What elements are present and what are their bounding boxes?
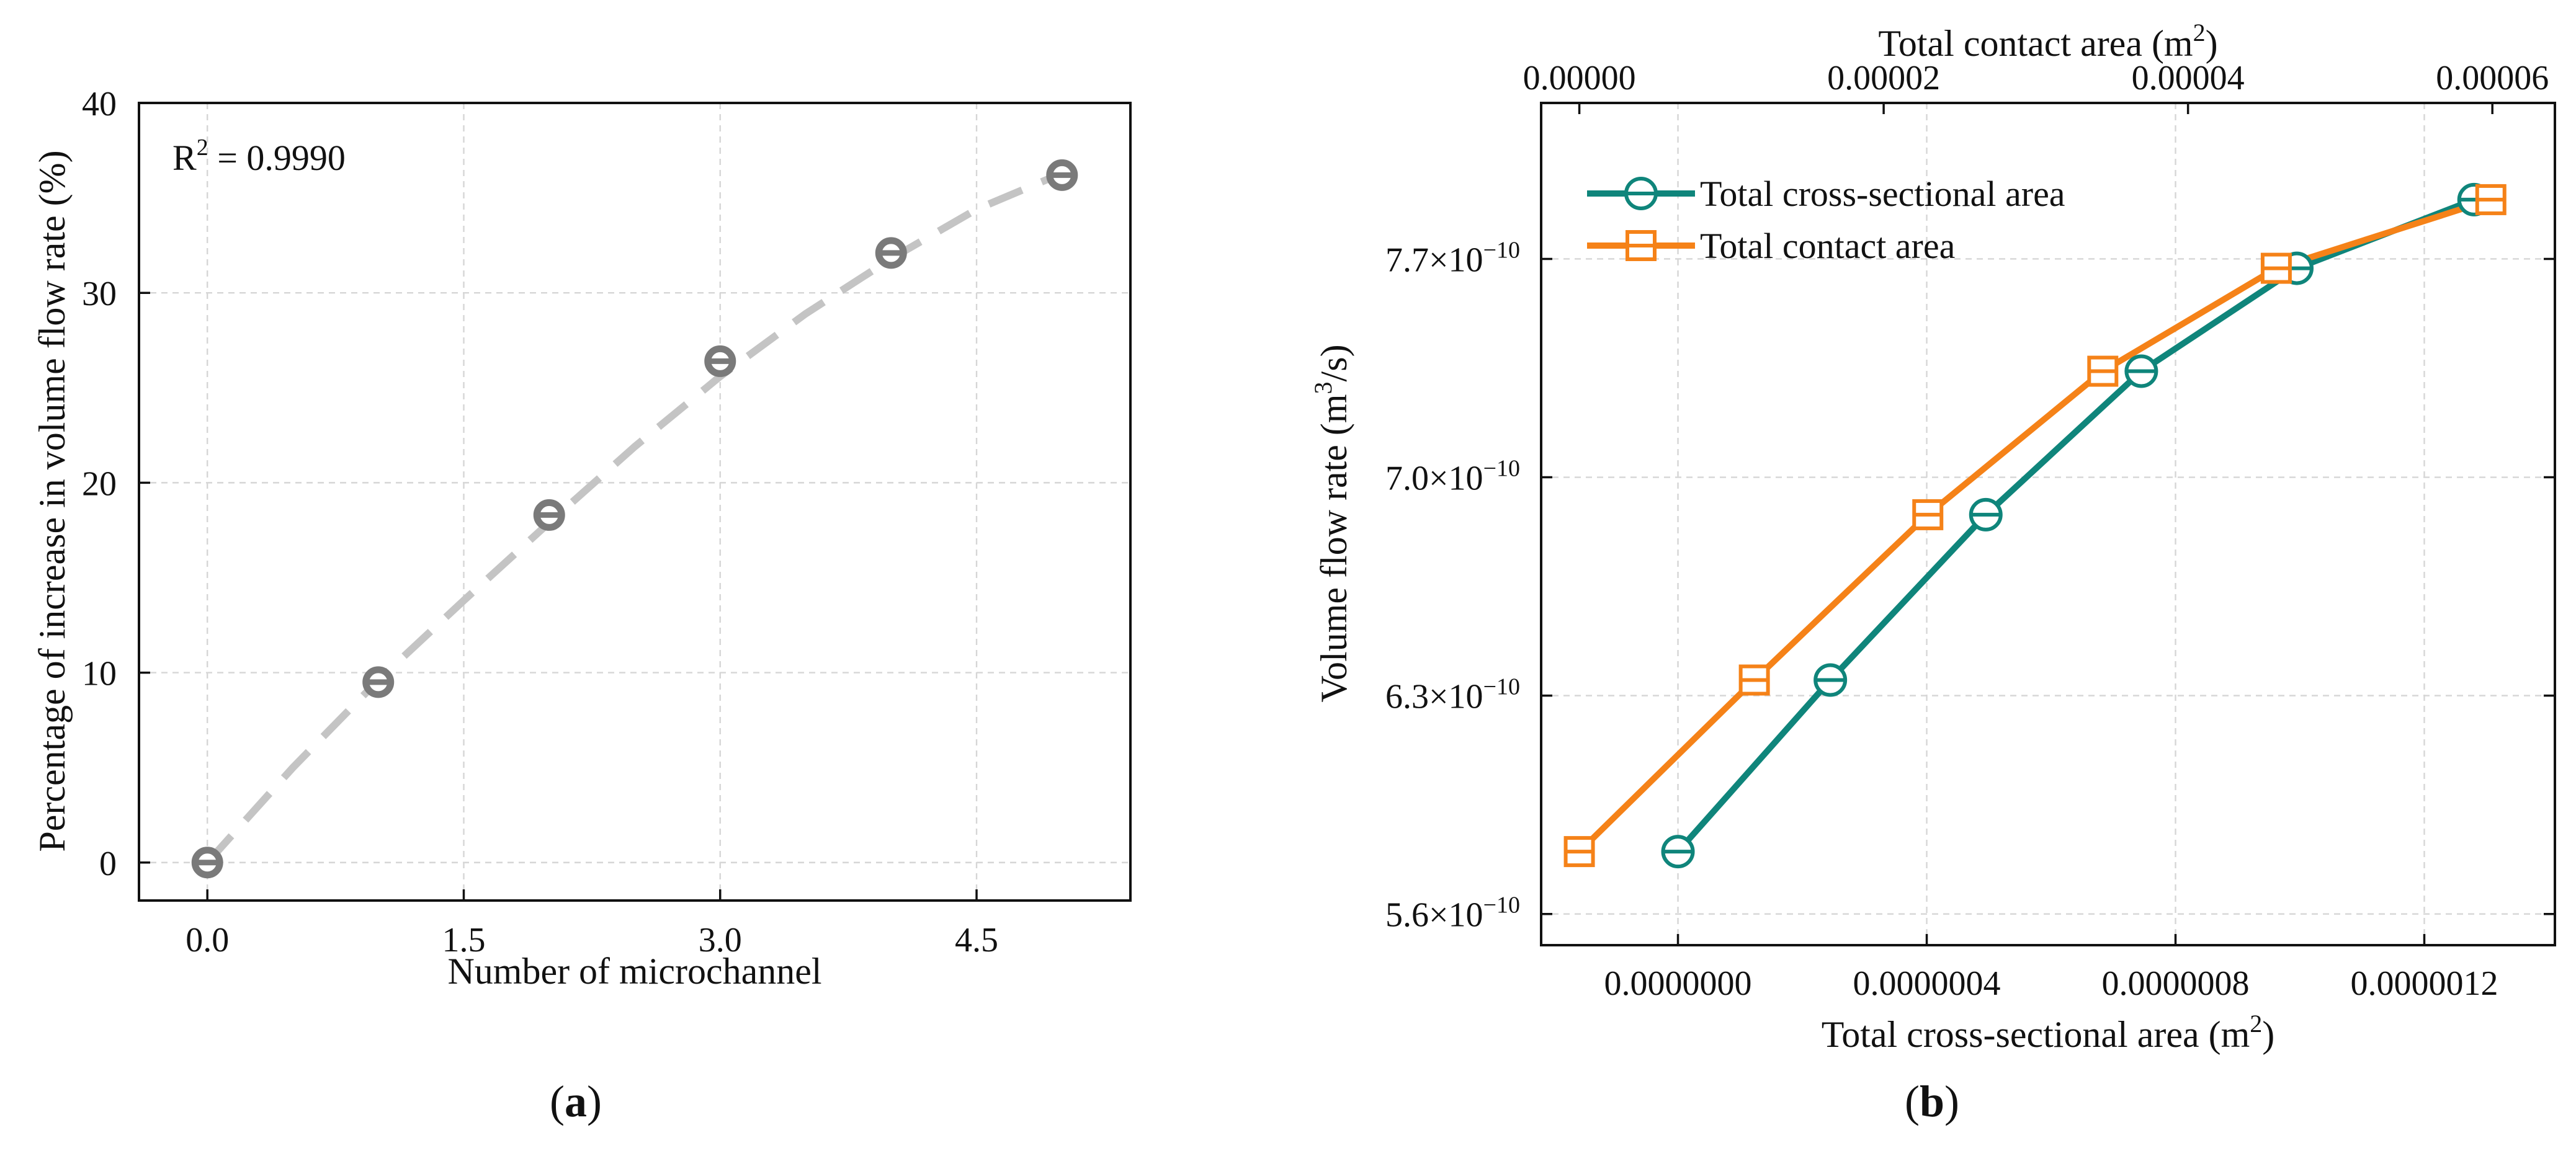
panel-b-bottom-x-tick-label: 0.0000000 xyxy=(1604,964,1752,1003)
panel-b-y-tick-mantissa: 6.3×10 xyxy=(1385,678,1483,716)
panel-b-y-tick-label: 7.0×10−10 xyxy=(1385,456,1520,498)
panel-a-y-tick-label: 0 xyxy=(99,845,117,883)
legend-entry-contact-area: Total contact area xyxy=(1587,226,1955,266)
panel-b-y-tick-labels: 5.6×10−106.3×10−107.0×10−107.7×10−10 xyxy=(1385,237,1520,934)
panel-a-y-tick-label: 20 xyxy=(82,465,117,503)
panel-a-y-tick-labels: 0 10 20 30 40 xyxy=(82,85,117,883)
panel-b-bottom-x-tick-label: 0.0000008 xyxy=(2102,964,2250,1003)
panel-b-plot-frame xyxy=(1540,102,2556,946)
panel-b-y-tick-exponent: −10 xyxy=(1483,237,1520,263)
panel-a-x-axis-title: Number of microchannel xyxy=(447,951,821,992)
panel-a-x-tick-label: 4.5 xyxy=(955,921,998,959)
panel-a-fit-curve xyxy=(204,169,1064,865)
panel-b-chart: 0.0000000 0.0000004 0.0000008 0.0000012 0.0… xyxy=(1309,19,2556,1126)
panel-b-top-x-tick-label: 0.00006 xyxy=(2436,59,2549,97)
panel-a-x-tick-label: 3.0 xyxy=(699,921,742,959)
panel-b-top-x-tick-label: 0.00004 xyxy=(2132,59,2245,97)
panel-a-y-tick-label: 40 xyxy=(82,85,117,123)
legend-entry-cross-sectional-area: Total cross-sectional area xyxy=(1587,174,2065,214)
panel-b-series-line-1 xyxy=(1577,197,2492,854)
panel-a-chart: 0.0 1.5 3.0 4.5 0 10 20 30 40 R2 = 0.9990 Numbe… xyxy=(32,85,1132,1126)
panel-b-legend: Total cross-sectional area Total contact… xyxy=(1587,174,2065,266)
panel-b-top-x-tick-label: 0.00000 xyxy=(1523,59,1636,97)
panel-a-fit-line xyxy=(204,169,1064,865)
panel-b-top-x-tick-label: 0.00002 xyxy=(1827,59,1940,97)
panel-a-x-tick-label: 1.5 xyxy=(442,921,485,959)
panel-b-top-x-tick-labels: 0.00000 0.00002 0.00004 0.00006 xyxy=(1523,59,2549,97)
panel-b-y-tick-label: 6.3×10−10 xyxy=(1385,674,1520,716)
panel-b-gridlines xyxy=(1541,103,2555,945)
legend-label-cross-sectional-area: Total cross-sectional area xyxy=(1700,174,2065,214)
panel-b-y-tick-mantissa: 7.0×10 xyxy=(1385,460,1483,498)
panel-b-series-lines xyxy=(1577,197,2492,854)
panel-a-data-points xyxy=(191,159,1078,879)
panel-b-y-tick-mantissa: 5.6×10 xyxy=(1385,896,1483,935)
panel-b-ticks xyxy=(1541,103,2555,945)
panel-b-caption: (b) xyxy=(1905,1077,1959,1126)
panel-b-y-tick-label: 5.6×10−10 xyxy=(1385,892,1520,935)
legend-label-contact-area: Total contact area xyxy=(1700,226,1955,266)
panel-b-y-axis-title: Volume flow rate (m3/s) xyxy=(1309,344,1354,702)
panel-b-bottom-x-tick-label: 0.0000012 xyxy=(2350,964,2498,1003)
panel-b-bottom-x-tick-labels: 0.0000000 0.0000004 0.0000008 0.0000012 xyxy=(1604,964,2498,1003)
panel-b-bottom-x-tick-label: 0.0000004 xyxy=(1853,964,2001,1003)
panel-b-series-markers xyxy=(1563,182,2507,869)
panel-a-ticks xyxy=(139,102,978,901)
panel-a-y-axis-title: Percentage of increase in volume flow ra… xyxy=(32,150,73,852)
panel-b-y-tick-exponent: −10 xyxy=(1483,456,1520,482)
panel-b-y-tick-label: 7.7×10−10 xyxy=(1385,237,1520,279)
panel-a-gridlines xyxy=(139,103,1130,901)
panel-b-y-tick-exponent: −10 xyxy=(1483,674,1520,700)
panel-a-plot-frame xyxy=(138,102,1132,902)
panel-b-bottom-x-axis-title: Total cross-sectional area (m2) xyxy=(1822,1010,2274,1055)
panel-b-top-x-axis-title: Total contact area (m2) xyxy=(1878,19,2217,64)
panel-b-y-tick-mantissa: 7.7×10 xyxy=(1385,241,1483,279)
panel-a-r-squared-annotation: R2 = 0.9990 xyxy=(172,135,346,178)
panel-a-y-tick-label: 10 xyxy=(82,655,117,693)
panel-a-y-tick-label: 30 xyxy=(82,275,117,313)
panel-b-series-line-0 xyxy=(1675,197,2475,854)
panel-b-y-tick-exponent: −10 xyxy=(1483,892,1520,919)
panel-a-caption: (a) xyxy=(550,1077,602,1126)
panel-a-x-tick-labels: 0.0 1.5 3.0 4.5 xyxy=(186,921,998,959)
panel-a-x-tick-label: 0.0 xyxy=(186,921,229,959)
